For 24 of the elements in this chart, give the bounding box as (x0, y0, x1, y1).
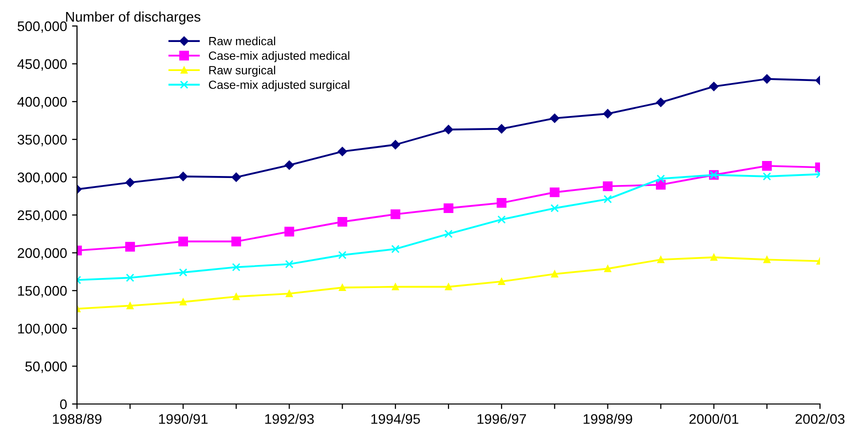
x-tick-label: 1988/89 (52, 414, 102, 424)
x-tick-label: 1994/95 (371, 414, 420, 424)
y-tick-label: 500,000 (18, 21, 67, 33)
y-tick-label: 300,000 (18, 172, 67, 184)
x-tick-label: 1990/91 (159, 414, 208, 424)
y-tick-label: 200,000 (18, 248, 67, 260)
y-tick-label: 450,000 (17, 59, 67, 71)
legend-label: Raw medical (209, 36, 276, 46)
x-tick-label: 1996/97 (478, 414, 526, 424)
y-axis-title: Number of discharges (66, 12, 200, 24)
y-tick-label: 150,000 (18, 286, 67, 298)
legend-label: Raw surgical (209, 66, 276, 77)
x-tick-label: 1998/99 (584, 414, 632, 424)
x-tick-label: 2002/03 (796, 414, 844, 424)
y-tick-label: 350,000 (18, 134, 67, 146)
y-tick-label: 100,000 (18, 324, 67, 336)
legend-label: Case-mix adjusted surgical (208, 80, 350, 92)
y-tick-label: 0 (60, 399, 67, 410)
x-tick-label: 1992/93 (265, 414, 314, 424)
x-tick-label: 2000/01 (689, 414, 738, 424)
y-tick-label: 50,000 (25, 362, 67, 374)
y-tick-label: 250,000 (18, 210, 67, 222)
legend-label: Case-mix adjusted medical (208, 51, 350, 62)
y-tick-label: 400,000 (17, 96, 67, 108)
